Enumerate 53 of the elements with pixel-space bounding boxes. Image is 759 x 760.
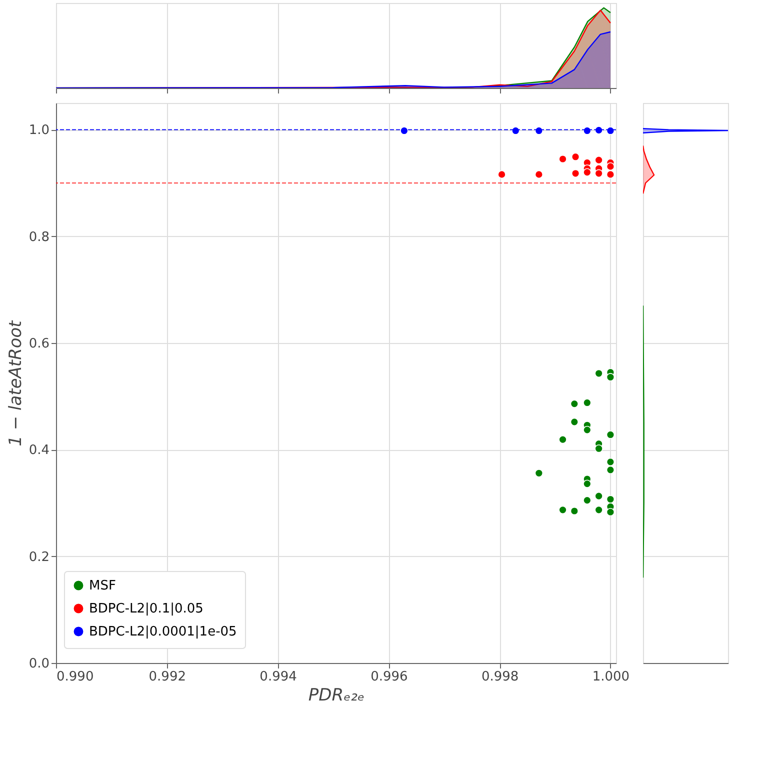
point xyxy=(606,508,615,516)
point xyxy=(606,126,615,135)
point xyxy=(594,444,603,453)
point xyxy=(570,506,579,516)
y-tick-label: 0.6 xyxy=(28,336,50,352)
point xyxy=(594,492,603,500)
x-tick-label: 1.000 xyxy=(592,670,630,684)
y-axis-title: 1 − lateAtRoot xyxy=(6,319,26,446)
point xyxy=(583,480,592,488)
legend-label: BDPC-L2|0.0001|1e-05 xyxy=(89,624,237,640)
legend-label: MSF xyxy=(89,578,116,594)
point xyxy=(571,152,580,161)
x-tick-label: 0.994 xyxy=(260,670,297,684)
point xyxy=(583,168,592,176)
y-tick-label: 0.4 xyxy=(28,443,50,458)
point xyxy=(534,170,544,179)
point xyxy=(570,418,579,426)
point xyxy=(606,430,615,439)
point xyxy=(594,506,603,514)
y-tick-label: 0.0 xyxy=(28,656,50,672)
x-tick-label: 0.990 xyxy=(56,670,94,684)
point xyxy=(594,169,603,178)
point xyxy=(594,126,603,134)
point xyxy=(534,126,544,135)
point xyxy=(606,458,615,466)
point xyxy=(583,126,592,135)
point xyxy=(606,162,615,171)
y-tick-label: 1.0 xyxy=(28,123,50,138)
point xyxy=(583,398,592,407)
point xyxy=(570,400,579,408)
point xyxy=(594,156,603,164)
point xyxy=(606,466,615,474)
point xyxy=(558,154,567,164)
point xyxy=(583,496,592,504)
point xyxy=(512,126,520,135)
y-tick-label: 0.2 xyxy=(28,550,50,565)
point xyxy=(558,435,567,444)
x-tick-label: 0.998 xyxy=(481,670,519,684)
x-tick-label: 0.996 xyxy=(370,670,408,684)
y-tick-label: 0.8 xyxy=(28,230,50,245)
point xyxy=(594,369,603,378)
point xyxy=(534,469,544,478)
point xyxy=(498,170,506,179)
point xyxy=(606,170,615,179)
x-tick-label: 0.992 xyxy=(148,670,186,684)
point xyxy=(606,495,615,504)
point xyxy=(606,373,615,382)
point xyxy=(583,426,592,434)
point xyxy=(571,169,580,178)
point xyxy=(400,126,408,135)
x-axis-title: PDRₑ₂ₑ xyxy=(308,686,365,706)
legend-label: BDPC-L2|0.1|0.05 xyxy=(89,602,204,616)
point xyxy=(558,506,567,514)
